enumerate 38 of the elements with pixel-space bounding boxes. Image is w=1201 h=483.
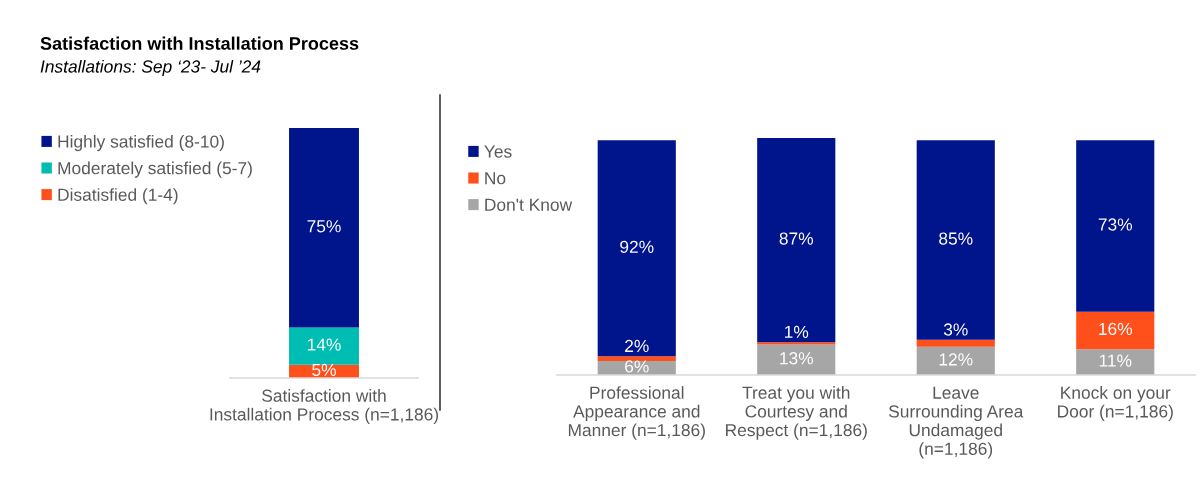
data-label: 14% — [307, 338, 341, 351]
bar — [1076, 349, 1155, 375]
bar — [597, 140, 676, 357]
data-label: 12% — [939, 353, 973, 366]
data-label: 1% — [785, 325, 809, 338]
legend-label: Disatisfied (1-4) — [58, 188, 178, 205]
data-label: 11% — [1099, 354, 1132, 367]
x-tick-label: Knock on your Door (n=1,186) — [1058, 386, 1173, 421]
chart-title: Satisfaction with Installation Process — [40, 36, 359, 50]
legend-label: Don't Know — [485, 198, 573, 211]
bar — [916, 346, 995, 375]
chart-subtitle: Installations: Sep ‘23- Jul ’24 — [40, 59, 261, 77]
bar — [597, 356, 676, 361]
data-label: 92% — [620, 240, 654, 253]
x-tick-label: Leave Surrounding Area Undamaged (n=1,186) — [888, 386, 1024, 459]
data-label: 73% — [1098, 218, 1133, 231]
data-label: 13% — [780, 352, 814, 365]
data-label: 6% — [625, 360, 649, 373]
bar — [757, 138, 836, 343]
data-label: 75% — [307, 220, 341, 233]
data-label: 3% — [943, 323, 968, 336]
data-label: 2% — [625, 339, 649, 353]
data-label: 87% — [779, 232, 814, 245]
bar — [1076, 140, 1155, 312]
legend-label: Highly satisfied (8-10) — [58, 134, 224, 152]
x-tick-label: Satisfaction with Installation Process (n=1,186) — [210, 389, 439, 424]
bar — [1076, 311, 1155, 350]
bar — [916, 339, 995, 347]
data-label: 85% — [939, 232, 973, 245]
legend-label: Yes — [484, 145, 512, 158]
bar — [916, 140, 995, 340]
data-label: 5% — [312, 363, 336, 377]
x-tick-label: Treat you with Courtesy and Respect (n=1,186) — [726, 386, 867, 440]
data-label: 16% — [1099, 322, 1133, 336]
legend-label: No — [485, 172, 506, 185]
x-tick-label: Professional Appearance and Manner (n=1,186) — [568, 386, 705, 440]
legend-label: Moderately satisfied (5-7) — [58, 161, 252, 178]
bar — [757, 344, 836, 375]
